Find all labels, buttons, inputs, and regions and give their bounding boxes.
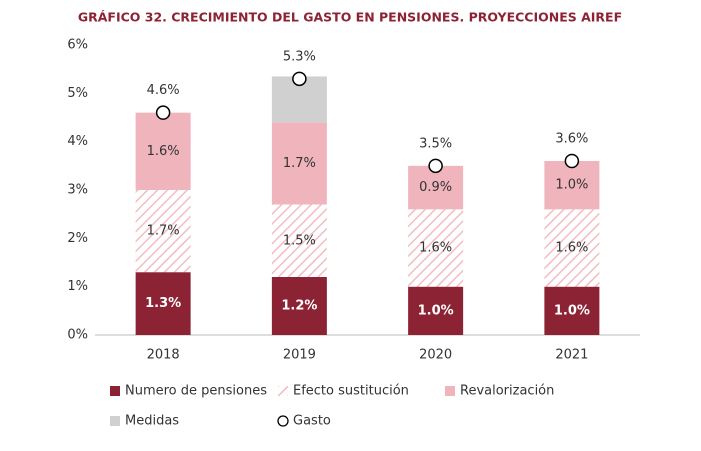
value-label: 1.6% [147,144,180,159]
y-tick-label: 0% [67,328,88,343]
bar-segment [135,112,191,190]
legend-swatch [110,416,120,426]
value-label: 1.3% [145,296,181,311]
value-label: 0.9% [419,180,452,195]
value-label: 4.6% [147,83,180,98]
value-label: 1.6% [419,241,452,256]
bar-segment [408,286,464,335]
bar-segment [135,272,191,335]
point [564,153,580,169]
legend-label: Revalorización [460,384,554,399]
point [428,158,443,174]
legend-swatch [277,415,289,427]
legend-swatch [110,386,120,396]
legend-label: Gasto [293,414,331,429]
point [155,105,171,120]
x-tick-label: 2020 [419,348,452,363]
value-label: 1.0% [555,178,588,193]
value-label: 1.5% [283,233,316,248]
value-label: 1.6% [555,241,588,256]
bar-segment [271,204,327,277]
x-tick-label: 2019 [283,348,316,363]
bar-segment [271,122,327,205]
y-tick-label: 1% [67,279,88,294]
value-label: 1.0% [418,303,454,318]
legend-label: Efecto sustitución [293,384,409,399]
y-tick-label: 3% [67,183,88,198]
bar-segment [271,277,327,335]
point [292,71,307,87]
legend-swatch [278,386,288,396]
x-tick-label: 2018 [147,348,180,363]
value-label: 3.6% [555,132,588,147]
y-tick-label: 2% [67,231,88,246]
chart-title: GRÁFICO 32. CRECIMIENTO DEL GASTO EN PEN… [78,10,622,25]
bar-segment [544,161,600,210]
x-tick-label: 2021 [555,348,588,363]
bar-segment [544,209,600,287]
y-tick-label: 5% [67,86,88,101]
value-label: 1.0% [554,303,590,318]
value-label: 1.7% [147,224,180,239]
value-label: 1.7% [283,156,316,171]
bar-segment [408,209,464,287]
y-tick-label: 4% [67,134,88,149]
legend-label: Numero de pensiones [125,384,267,399]
bar-segment [135,190,191,273]
value-label: 3.5% [419,136,452,151]
value-label: 5.3% [283,49,316,64]
bar-segment [544,286,600,335]
value-label: 1.2% [281,299,317,314]
legend-label: Medidas [125,414,179,429]
y-tick-label: 6% [67,38,88,53]
legend-swatch [445,386,455,396]
